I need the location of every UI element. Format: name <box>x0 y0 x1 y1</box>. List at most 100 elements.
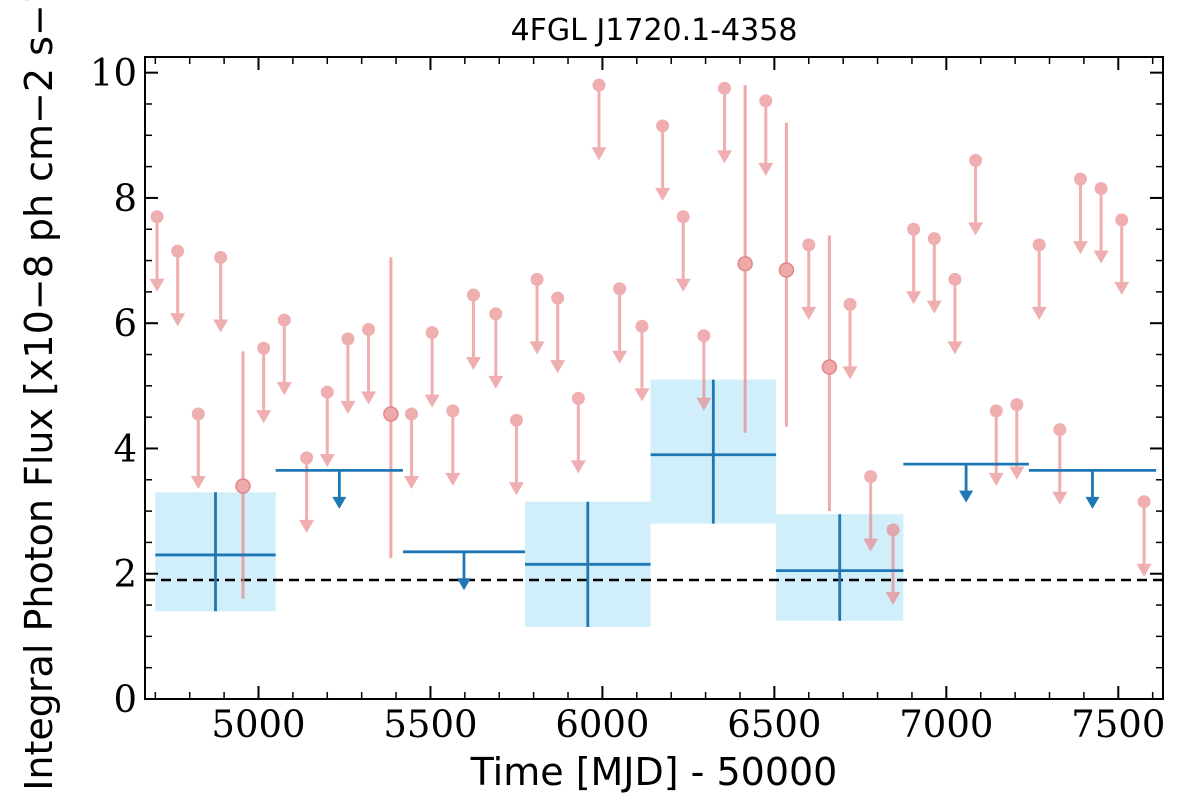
short-bin-upper-limit-15 <box>508 413 524 496</box>
upper-limit-marker <box>405 407 419 421</box>
short-bin-upper-limit-24 <box>696 329 712 411</box>
y-tick-label: 6 <box>113 302 137 345</box>
upper-limit-arrowhead <box>926 300 942 314</box>
short-bin-upper-limit-21 <box>634 319 650 402</box>
upper-limit-arrowhead <box>968 222 984 236</box>
upper-limit-marker <box>277 313 291 327</box>
short-bin-upper-limit-34 <box>968 153 984 236</box>
short-bin-upper-limit-3 <box>213 250 229 333</box>
upper-limit-marker <box>907 222 921 236</box>
y-tick-label: 4 <box>113 427 137 470</box>
upper-limit-marker <box>257 341 271 355</box>
short-bin-upper-limit-6 <box>299 451 315 533</box>
long-bin-detection-3 <box>776 514 904 621</box>
short-bin-upper-limit-38 <box>1052 423 1068 505</box>
upper-limit-arrowhead <box>675 278 691 292</box>
detection-marker <box>383 406 399 422</box>
upper-limit-marker <box>802 238 816 252</box>
upper-limit-arrowhead <box>404 476 420 490</box>
upper-limit-marker <box>592 78 606 92</box>
upper-limit-arrowhead <box>570 460 586 474</box>
short-bin-upper-limit-23 <box>675 210 691 292</box>
chart-title: 4FGL J1720.1-4358 <box>511 13 798 48</box>
short-bin-detection-2 <box>737 85 753 433</box>
long-bin-detection-2 <box>650 379 777 524</box>
upper-limit-marker <box>171 244 185 258</box>
short-bin-points <box>149 78 1152 605</box>
upper-limit-arrowhead <box>1031 306 1047 320</box>
short-bin-upper-limit-25 <box>717 81 733 164</box>
upper-limit-marker <box>446 404 460 418</box>
upper-limit-marker <box>1010 398 1024 412</box>
short-bin-upper-limit-0 <box>149 210 165 292</box>
axis-labels: 4FGL J1720.1-4358 Time [MJD] - 50000 Int… <box>17 0 837 794</box>
long-bin-upper-limit-2 <box>903 462 1029 503</box>
long-bin-upper-limit-0 <box>275 468 403 509</box>
upper-limit-arrowhead <box>299 519 315 533</box>
upper-limit-arrowhead <box>863 538 879 552</box>
upper-limit-marker <box>989 404 1003 418</box>
short-bin-upper-limit-17 <box>550 291 566 374</box>
x-tick-label: 5000 <box>211 703 305 746</box>
short-bin-upper-limit-18 <box>570 391 586 474</box>
upper-limit-marker <box>969 153 983 167</box>
short-bin-upper-limit-39 <box>1072 172 1088 255</box>
upper-limit-arrowhead <box>361 391 377 405</box>
short-bin-detection-4 <box>821 235 838 512</box>
upper-limit-marker <box>635 319 649 333</box>
upper-limit-arrowhead <box>801 306 817 320</box>
y-tick-label: 8 <box>113 177 137 220</box>
upper-limit-arrowhead <box>508 482 524 496</box>
upper-limit-arrowhead <box>465 357 481 371</box>
long-bin-limit-arrowhead <box>456 578 471 591</box>
short-bin-upper-limit-27 <box>801 238 817 320</box>
y-tick-label: 10 <box>90 52 137 95</box>
upper-limit-arrowhead <box>612 350 628 364</box>
upper-limit-arrowhead <box>842 366 858 380</box>
short-bin-upper-limit-42 <box>1136 495 1152 577</box>
short-bin-upper-limit-22 <box>655 119 671 201</box>
upper-limit-arrowhead <box>1072 241 1088 255</box>
upper-limit-arrowhead <box>319 454 335 468</box>
long-bin-limit-arrowhead <box>1085 496 1100 509</box>
upper-limit-marker <box>697 329 711 343</box>
detection-marker <box>737 255 753 272</box>
long-bin-points <box>155 379 1157 627</box>
short-bin-upper-limit-41 <box>1114 213 1130 295</box>
short-bin-upper-limit-32 <box>926 232 942 314</box>
upper-limit-marker <box>864 470 878 484</box>
upper-limit-arrowhead <box>213 319 229 333</box>
short-bin-upper-limit-14 <box>488 307 504 389</box>
upper-limit-marker <box>843 297 857 311</box>
upper-limit-arrowhead <box>988 472 1004 486</box>
upper-limit-marker <box>150 210 164 224</box>
short-bin-upper-limit-1 <box>170 244 186 327</box>
upper-limit-marker <box>466 288 480 302</box>
upper-limit-marker <box>300 451 314 465</box>
upper-limit-marker <box>1094 182 1108 196</box>
upper-limit-arrowhead <box>1136 563 1152 577</box>
long-bin-limit-arrowhead <box>959 490 974 503</box>
y-tick-label: 2 <box>113 553 137 596</box>
upper-limit-arrowhead <box>696 397 712 411</box>
detection-marker <box>235 478 251 494</box>
short-bin-upper-limit-13 <box>465 288 481 371</box>
upper-limit-arrowhead <box>529 341 545 355</box>
upper-limit-arrowhead <box>276 382 292 396</box>
short-bin-upper-limit-11 <box>424 326 440 408</box>
upper-limit-marker <box>214 250 228 264</box>
upper-limit-arrowhead <box>170 313 186 327</box>
upper-limit-arrowhead <box>1114 281 1130 295</box>
upper-limit-marker <box>530 272 544 286</box>
y-tick-label: 0 <box>113 678 137 721</box>
upper-limit-marker <box>656 119 670 133</box>
short-bin-upper-limit-5 <box>276 313 292 396</box>
upper-limit-arrowhead <box>550 360 566 374</box>
upper-limit-arrowhead <box>906 291 922 305</box>
upper-limit-marker <box>948 272 962 286</box>
short-bin-upper-limit-28 <box>842 297 858 380</box>
upper-limit-arrowhead <box>424 394 440 408</box>
short-bin-upper-limit-8 <box>340 332 356 414</box>
upper-limit-arrowhead <box>947 341 963 355</box>
short-bin-upper-limit-33 <box>947 272 963 355</box>
